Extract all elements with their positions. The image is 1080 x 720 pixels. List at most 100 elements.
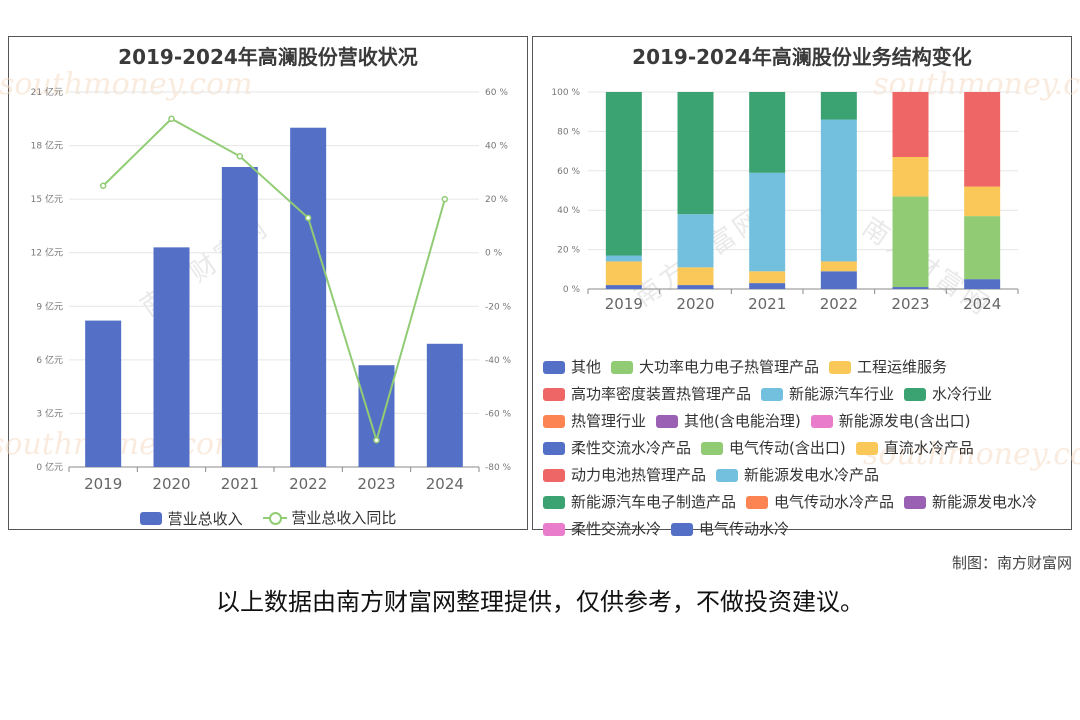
stacked-segment [820,271,857,289]
stacked-segment [964,186,1001,217]
stacked-segment [749,271,786,284]
y-right-tick-label: -80 % [485,463,512,473]
revenue-yoy-point [168,115,175,123]
legend-item[interactable]: 新能源发电水冷 [904,490,1037,515]
legend-row: 动力电池热管理产品 新能源发电水冷产品 [543,463,1068,490]
legend-swatch [543,361,565,374]
revenue-bar [85,320,122,467]
legend-item[interactable]: 新能源汽车电子制造产品 [543,490,736,515]
legend-label: 热管理行业 [571,412,647,430]
legend-item[interactable]: 动力电池热管理产品 [543,463,706,488]
legend-item[interactable]: 新能源发电水冷产品 [716,463,879,488]
y-left-tick-label: 21 亿元 [31,86,63,98]
legend-label: 营业总收入同比 [291,509,397,527]
legend-label: 电气传动(含出口) [729,439,846,457]
legend-label: 营业总收入 [167,509,243,528]
revenue-chart-legend: 营业总收入 营业总收入同比 [9,507,527,529]
x-tick-label: 2022 [820,295,858,313]
legend-item[interactable]: 工程运维服务 [829,355,947,380]
legend-swatch-line [263,511,288,525]
legend-swatch [904,496,927,509]
legend-label: 动力电池热管理产品 [571,466,707,484]
revenue-yoy-point [304,214,312,222]
legend-row: 其他 大功率电力电子热管理产品 工程运维服务 [543,355,1068,382]
legend-label: 电气传动水冷产品 [774,493,895,511]
y-right-tick-label: 60 % [485,88,508,98]
business-structure-svg: 0 % 20 % 40 % 60 % 80 % 100 % 2019 2020 2021 2022… [551,88,1019,313]
business-structure-panel: 2019-2024年高澜股份业务结构变化 南方财富网 南方财富网 southmo… [532,36,1080,538]
legend-row: 高功率密度装置热管理产品 新能源汽车行业 水冷行业 [543,382,1068,409]
legend-label: 大功率电力电子热管理产品 [639,358,820,376]
legend-item[interactable]: 大功率电力电子热管理产品 [611,355,819,380]
x-tick-label: 2022 [289,475,327,493]
stacked-segment [820,92,857,120]
stacked-segment [892,196,929,288]
legend-label: 其他 [571,358,602,376]
revenue-bar [290,127,327,467]
legend-label: 新能源发电(含出口) [838,412,971,430]
revenue-yoy-point [99,182,107,189]
legend-swatch [611,361,634,374]
y-right-tick-label: 0 % [485,249,503,259]
y-tick-label: 100 % [551,88,580,98]
legend-label: 新能源发电水冷 [932,493,1038,511]
y-left-tick-label: 3 亿元 [36,407,63,419]
business-structure-title: 2019-2024年高澜股份业务结构变化 [632,45,972,69]
legend-item[interactable]: 高功率密度装置热管理产品 [543,382,751,407]
revenue-chart-title: 2019-2024年高澜股份营收状况 [118,45,418,69]
business-structure-legend: 其他 大功率电力电子热管理产品 工程运维服务高功率密度装置热管理产品 新能源汽车行业 水… [543,355,1068,544]
legend-item[interactable]: 新能源发电(含出口) [810,409,971,434]
legend-label: 直流水冷产品 [883,439,974,457]
stacked-segment [677,214,714,268]
legend-row: 新能源汽车电子制造产品 电气传动水冷产品 新能源发电水冷 [543,490,1068,517]
y-tick-label: 40 % [557,206,580,216]
legend-item[interactable]: 柔性交流水冷产品 [543,436,691,461]
legend-swatch [671,523,694,536]
legend-label: 工程运维服务 [857,358,948,376]
legend-label: 新能源汽车电子制造产品 [571,493,737,511]
x-tick-label: 2023 [357,475,395,493]
legend-item[interactable]: 热管理行业 [543,409,646,434]
revenue-bar [221,167,258,467]
x-tick-label: 2021 [221,475,259,493]
x-tick-label: 2020 [152,475,190,493]
x-tick-label: 2024 [963,295,1001,313]
stacked-segment [749,92,786,173]
legend-label: 其他(含电能治理) [684,412,801,430]
stacked-segment [677,267,714,286]
stacked-segment [605,255,642,262]
legend-item-revenue[interactable]: 营业总收入 [139,508,243,529]
y-tick-label: 0 % [563,285,581,295]
stacked-segment [964,92,1001,187]
legend-item-revenue-yoy[interactable]: 营业总收入同比 [263,507,396,528]
legend-label: 高功率密度装置热管理产品 [571,385,752,403]
legend-swatch [543,442,565,455]
disclaimer-text: 以上数据由南方财富网整理提供，仅供参考，不做投资建议。 [216,588,864,616]
revenue-chart-panel: 2019-2024年高澜股份营收状况 南方财富网 southmoney.com … [0,36,528,530]
revenue-yoy-point [441,195,449,203]
y-right-tick-label: -60 % [485,409,512,419]
x-tick-label: 2023 [891,295,929,313]
legend-item[interactable]: 其他 [543,355,601,380]
legend-item[interactable]: 其他(含电能治理) [656,409,801,434]
legend-swatch [701,442,724,455]
legend-item[interactable]: 水冷行业 [904,382,992,407]
legend-item[interactable]: 新能源汽车行业 [761,382,894,407]
revenue-yoy-line [102,117,446,444]
stacked-segment [964,279,1001,289]
legend-label: 新能源发电水冷产品 [744,466,880,484]
legend-row: 热管理行业 其他(含电能治理) 新能源发电(含出口) [543,409,1068,436]
legend-item[interactable]: 电气传动水冷 [671,517,789,542]
legend-item[interactable]: 柔性交流水冷 [543,517,661,542]
revenue-yoy-point [373,436,380,444]
stacked-segment [820,261,857,272]
legend-item[interactable]: 直流水冷产品 [855,436,974,461]
revenue-bar [358,365,395,467]
stacked-segment [749,172,786,272]
revenue-bar [153,247,190,467]
legend-item[interactable]: 电气传动(含出口) [701,436,846,461]
legend-item[interactable]: 电气传动水冷产品 [746,490,894,515]
legend-swatch [761,388,784,401]
x-tick-label: 2019 [84,475,122,493]
y-left-tick-label: 15 亿元 [31,193,63,205]
